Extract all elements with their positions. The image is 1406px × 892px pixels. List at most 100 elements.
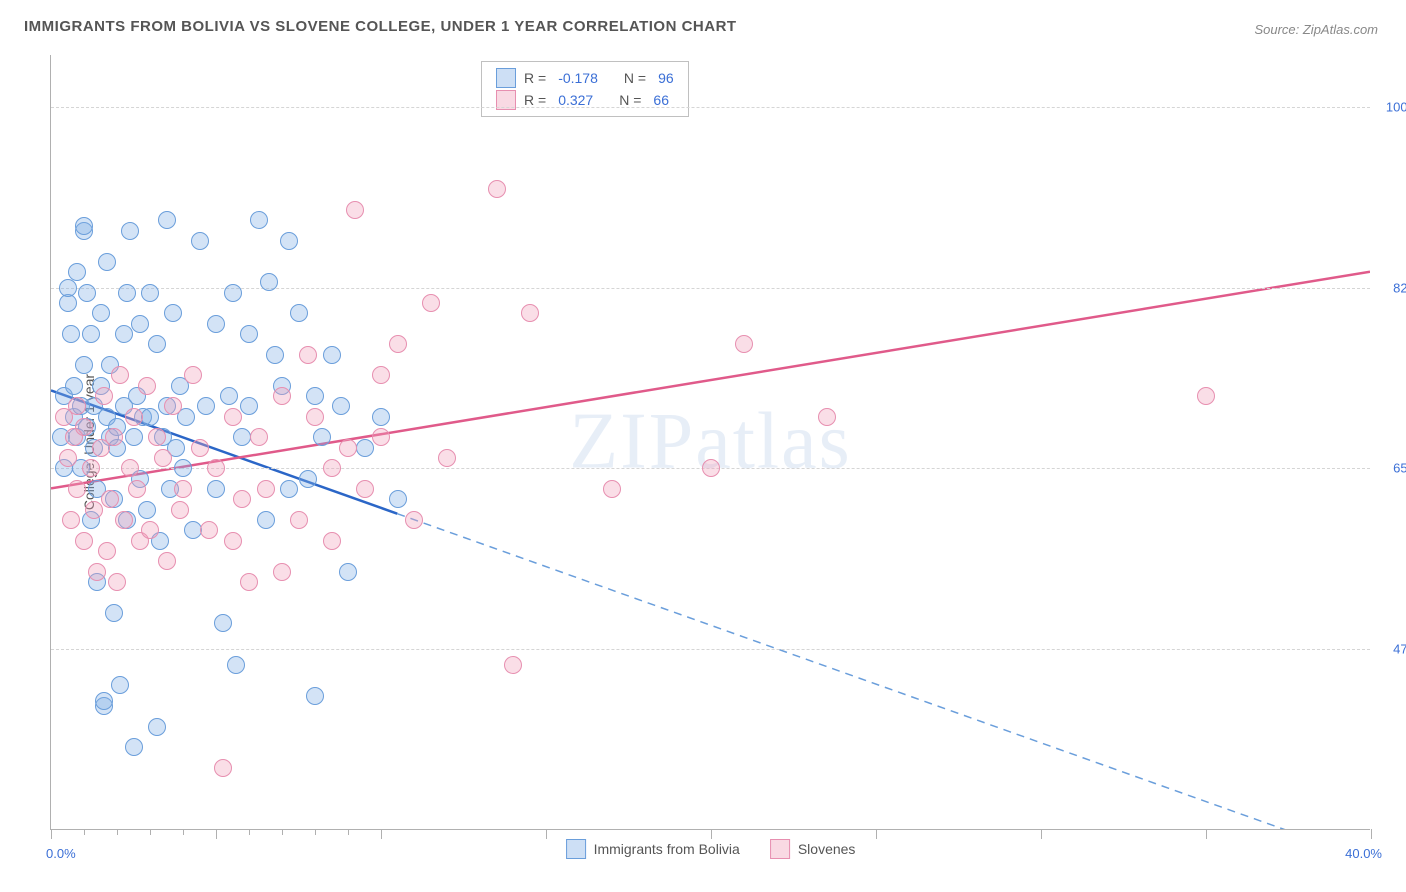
n-label: N = — [624, 67, 646, 89]
scatter-point — [389, 490, 407, 508]
scatter-point — [372, 428, 390, 446]
scatter-point — [372, 366, 390, 384]
y-tick-label: 47.5% — [1375, 642, 1406, 657]
scatter-point — [78, 284, 96, 302]
scatter-point — [207, 459, 225, 477]
x-tick — [381, 829, 382, 839]
x-tick — [1206, 829, 1207, 839]
scatter-point — [273, 387, 291, 405]
scatter-point — [164, 304, 182, 322]
bottom-legend-label: Immigrants from Bolivia — [594, 841, 740, 857]
scatter-point — [164, 397, 182, 415]
scatter-point — [207, 315, 225, 333]
scatter-point — [111, 366, 129, 384]
scatter-point — [250, 428, 268, 446]
scatter-point — [214, 759, 232, 777]
swatch-blue — [566, 839, 586, 859]
scatter-point — [280, 232, 298, 250]
scatter-point — [158, 552, 176, 570]
scatter-point — [141, 408, 159, 426]
bottom-legend-bolivia: Immigrants from Bolivia — [566, 839, 740, 859]
scatter-point — [174, 480, 192, 498]
scatter-point — [207, 480, 225, 498]
scatter-point — [98, 253, 116, 271]
x-tick — [84, 829, 85, 835]
scatter-point — [339, 439, 357, 457]
x-tick — [51, 829, 52, 839]
scatter-point — [92, 304, 110, 322]
scatter-point — [240, 573, 258, 591]
scatter-point — [75, 532, 93, 550]
scatter-point — [121, 222, 139, 240]
scatter-point — [323, 459, 341, 477]
bottom-legend-label: Slovenes — [798, 841, 856, 857]
x-tick — [315, 829, 316, 835]
x-tick — [117, 829, 118, 835]
scatter-point — [158, 211, 176, 229]
scatter-point — [224, 532, 242, 550]
r-label: R = — [524, 67, 546, 89]
gridline — [51, 107, 1370, 108]
scatter-point — [521, 304, 539, 322]
scatter-point — [88, 563, 106, 581]
scatter-point — [191, 232, 209, 250]
y-tick-label: 82.5% — [1375, 280, 1406, 295]
scatter-point — [702, 459, 720, 477]
scatter-point — [306, 387, 324, 405]
scatter-point — [118, 284, 136, 302]
scatter-point — [68, 263, 86, 281]
x-tick — [546, 829, 547, 839]
scatter-point — [280, 480, 298, 498]
scatter-point — [138, 501, 156, 519]
scatter-point — [154, 449, 172, 467]
scatter-point — [95, 387, 113, 405]
scatter-point — [75, 217, 93, 235]
scatter-point — [306, 687, 324, 705]
scatter-point — [98, 542, 116, 560]
scatter-point — [75, 356, 93, 374]
scatter-point — [233, 490, 251, 508]
scatter-point — [257, 511, 275, 529]
scatter-point — [372, 408, 390, 426]
scatter-point — [115, 325, 133, 343]
x-tick — [348, 829, 349, 835]
scatter-point — [148, 335, 166, 353]
gridline — [51, 288, 1370, 289]
r-label: R = — [524, 89, 546, 111]
scatter-point — [128, 480, 146, 498]
scatter-point — [148, 428, 166, 446]
scatter-point — [62, 511, 80, 529]
scatter-point — [85, 501, 103, 519]
x-tick — [249, 829, 250, 835]
scatter-point — [62, 325, 80, 343]
scatter-point — [101, 490, 119, 508]
scatter-point — [389, 335, 407, 353]
scatter-point — [141, 284, 159, 302]
scatter-point — [356, 480, 374, 498]
scatter-point — [233, 428, 251, 446]
y-tick-label: 65.0% — [1375, 461, 1406, 476]
scatter-point — [200, 521, 218, 539]
scatter-point — [82, 325, 100, 343]
scatter-point — [174, 459, 192, 477]
n-label: N = — [619, 89, 641, 111]
scatter-point — [197, 397, 215, 415]
scatter-point — [504, 656, 522, 674]
scatter-point — [306, 408, 324, 426]
scatter-point — [356, 439, 374, 457]
bottom-legend-slovenes: Slovenes — [770, 839, 856, 859]
x-tick — [183, 829, 184, 835]
x-tick — [282, 829, 283, 835]
scatter-point — [75, 418, 93, 436]
bottom-legend: Immigrants from Bolivia Slovenes — [566, 839, 856, 859]
scatter-point — [125, 408, 143, 426]
plot-area: College, Under 1 year ZIPatlas R = -0.17… — [50, 55, 1370, 830]
legend-row-slovenes: R = 0.327 N = 66 — [496, 89, 674, 111]
scatter-point — [257, 480, 275, 498]
scatter-point — [290, 304, 308, 322]
scatter-point — [121, 459, 139, 477]
scatter-point — [220, 387, 238, 405]
scatter-point — [240, 325, 258, 343]
scatter-point — [95, 692, 113, 710]
n-value-bolivia: 96 — [658, 67, 674, 89]
